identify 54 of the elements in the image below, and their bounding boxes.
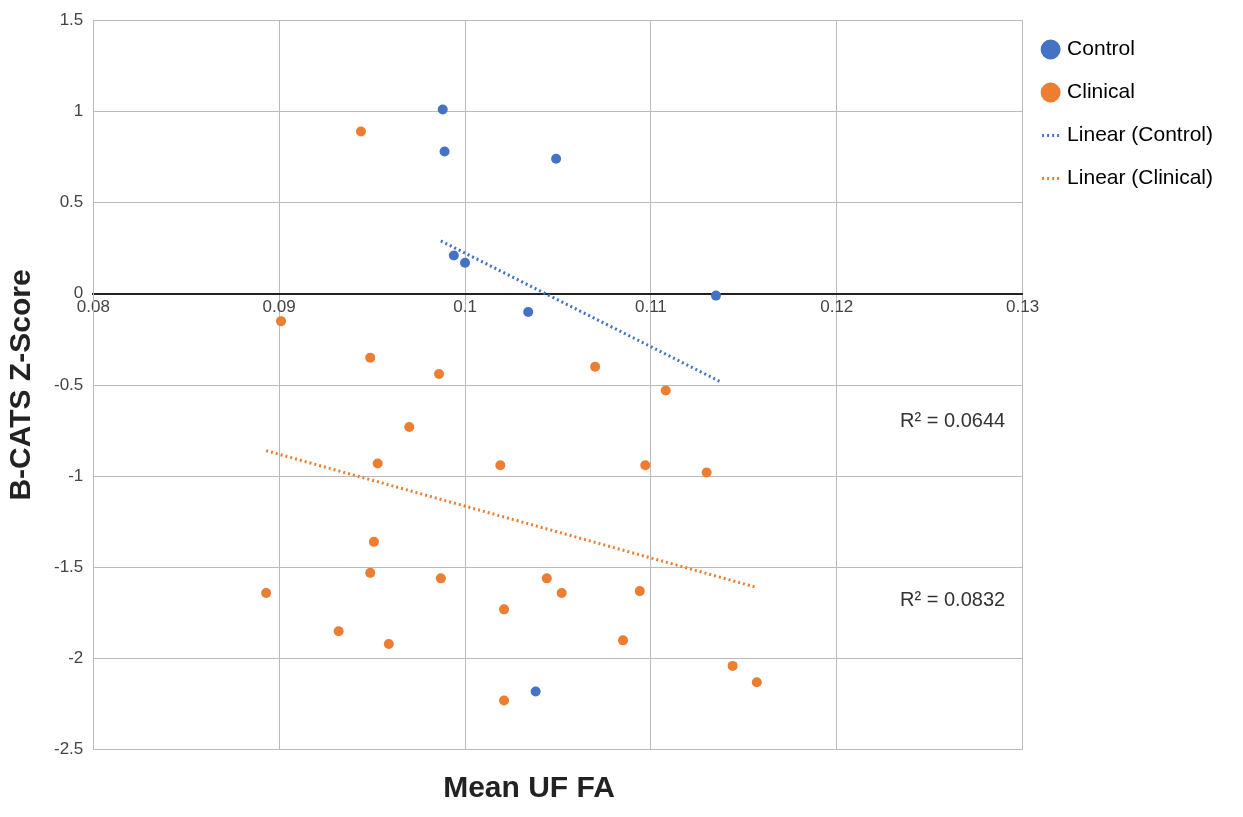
point	[751, 677, 762, 688]
x-axis-title: Mean UF FA	[442, 770, 616, 804]
point	[530, 686, 541, 697]
y-tick-label: 1	[73, 101, 84, 121]
x-tick-label: 0.1	[453, 296, 477, 316]
point	[355, 126, 366, 137]
x-tick-label: 0.11	[634, 296, 667, 316]
legend-label: Linear (Clinical)	[1067, 165, 1213, 189]
y-tick-label: 1.5	[59, 9, 84, 29]
point	[383, 639, 394, 650]
point	[634, 586, 645, 597]
point	[368, 536, 379, 547]
x-tick-label: 0.13	[1006, 296, 1040, 316]
point	[365, 567, 376, 578]
point	[434, 369, 444, 380]
y-tick-label: -0.5	[54, 374, 84, 394]
y-tick-label: -1	[68, 465, 84, 485]
legend-label: Linear (Control)	[1067, 122, 1214, 146]
point	[460, 257, 471, 268]
point	[541, 573, 552, 584]
x-tick-label: 0.09	[262, 296, 296, 316]
annotation: R² = 0.0644	[900, 409, 1006, 431]
y-tick-label: -1.5	[54, 557, 84, 577]
point	[710, 290, 721, 301]
y-tick-label: 0.5	[59, 192, 84, 212]
point	[495, 460, 506, 471]
x-tick-label: 0.12	[820, 296, 854, 316]
point	[551, 153, 562, 164]
point	[640, 460, 651, 471]
point	[523, 307, 534, 318]
point	[660, 385, 671, 396]
point	[261, 587, 272, 598]
point	[276, 316, 287, 327]
point	[365, 352, 376, 363]
legend-label: Clinical	[1067, 79, 1135, 103]
point	[372, 458, 383, 469]
y-tick-label: -2.5	[54, 739, 84, 759]
point	[499, 604, 510, 615]
point	[437, 104, 448, 115]
point	[439, 146, 450, 157]
point	[727, 660, 738, 671]
point	[499, 695, 510, 706]
point	[556, 587, 567, 598]
point	[590, 361, 601, 372]
point	[701, 467, 712, 478]
point	[618, 635, 628, 646]
legend-label: Control	[1067, 36, 1135, 60]
point	[448, 250, 459, 261]
point	[435, 573, 446, 584]
y-axis-title: B-CATS Z-Score	[3, 269, 37, 501]
y-tick-label: -2	[68, 648, 84, 668]
annotation: R² = 0.0832	[900, 587, 1006, 610]
point	[404, 421, 415, 432]
point	[333, 626, 344, 637]
